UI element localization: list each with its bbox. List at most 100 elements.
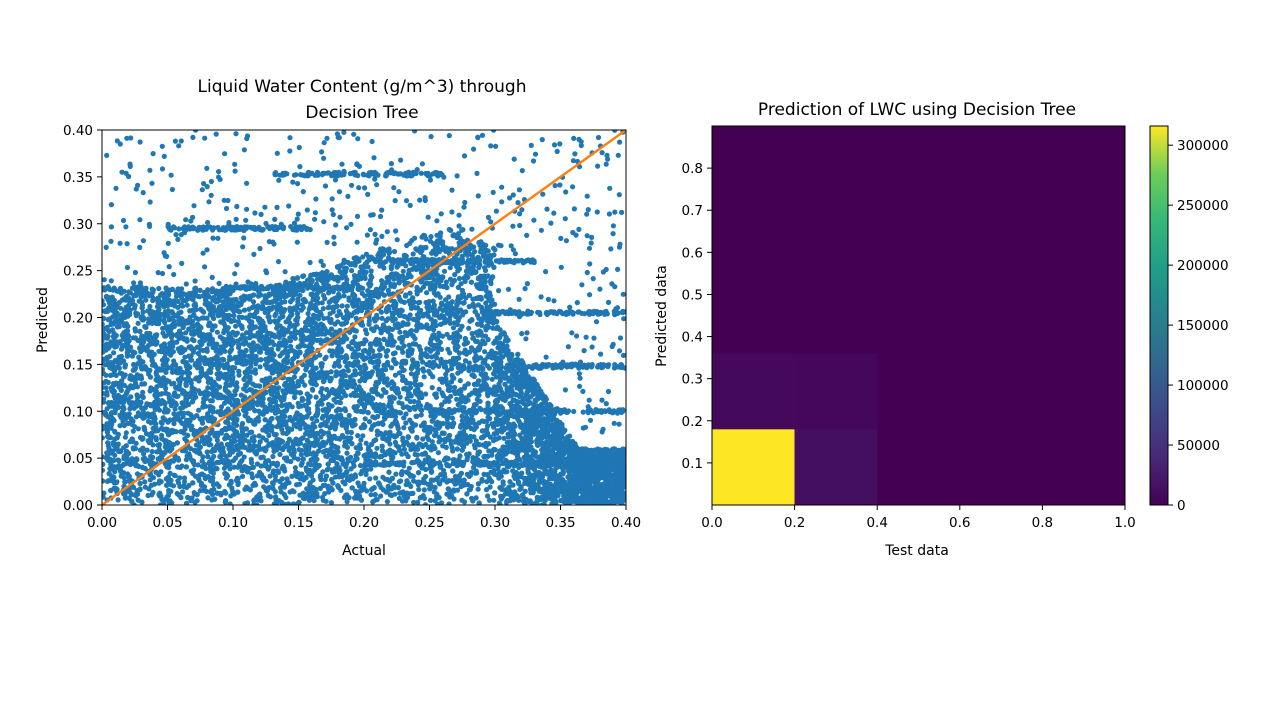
scatter-point [439, 300, 445, 306]
scatter-point [491, 245, 497, 251]
scatter-point [388, 423, 394, 429]
scatter-point [457, 424, 464, 430]
scatter-point [231, 464, 237, 470]
scatter-point [364, 331, 370, 337]
scatter-point [449, 415, 456, 421]
scatter-point [289, 361, 295, 367]
scatter-point [314, 456, 320, 462]
scatter-point [490, 325, 496, 331]
scatter-point [198, 482, 204, 488]
scatter-point [485, 493, 491, 499]
scatter-point [172, 406, 178, 412]
scatter-point [378, 493, 384, 499]
scatter-point [272, 489, 278, 495]
scatter-point [440, 392, 446, 398]
scatter-point [438, 500, 445, 505]
scatter-point [491, 497, 497, 503]
scatter-point [341, 293, 347, 299]
scatter-point [171, 380, 177, 386]
scatter-point [290, 501, 296, 505]
scatter-point [297, 492, 303, 498]
scatter-point [131, 367, 137, 373]
scatter-point [457, 378, 463, 384]
scatter-point [362, 416, 368, 422]
scatter-point [140, 359, 146, 365]
scatter-point [333, 408, 340, 414]
scatter-point [309, 386, 315, 392]
scatter-point [411, 398, 417, 405]
scatter-point [112, 452, 118, 458]
scatter-point [159, 420, 165, 426]
scatter-point [489, 376, 495, 382]
scatter-point [200, 454, 206, 460]
scatter-point [102, 298, 105, 304]
scatter-point [174, 490, 180, 497]
scatter-point [137, 434, 144, 441]
scatter-point [368, 304, 374, 311]
scatter-point [136, 298, 142, 304]
scatter-point [565, 474, 571, 480]
scatter-point [314, 418, 320, 424]
scatter-point [168, 403, 174, 409]
scatter-point [373, 497, 379, 503]
scatter-point [431, 327, 437, 333]
scatter-point [393, 471, 399, 477]
scatter-point [397, 430, 403, 437]
scatter-point [135, 320, 141, 326]
scatter-point [475, 486, 481, 492]
scatter-point [257, 364, 263, 370]
scatter-point [181, 479, 188, 485]
scatter-point [266, 432, 272, 438]
scatter-point [384, 499, 390, 505]
scatter-point [416, 486, 422, 493]
scatter-point [294, 310, 301, 317]
scatter-point [111, 350, 117, 356]
scatter-point [102, 366, 105, 373]
scatter-point [130, 428, 136, 434]
scatter-point [158, 469, 164, 475]
scatter-chart: Liquid Water Content (g/m^3) through Dec… [35, 77, 641, 559]
scatter-point [407, 399, 413, 405]
scatter-point [446, 501, 452, 505]
scatter-point [401, 386, 407, 392]
scatter-point [233, 323, 239, 329]
scatter-point [344, 499, 350, 505]
scatter-point [279, 426, 285, 433]
scatter-point [507, 479, 513, 485]
scatter-point [227, 382, 233, 388]
scatter-point [344, 450, 350, 456]
scatter-point [367, 359, 373, 365]
scatter-point [344, 303, 350, 309]
scatter-point [343, 393, 349, 399]
scatter-point [287, 320, 293, 326]
scatter-point [281, 332, 287, 338]
scatter-point [433, 322, 439, 329]
scatter-point [483, 487, 490, 493]
scatter-point [142, 479, 148, 485]
scatter-point [418, 412, 424, 418]
scatter-point [184, 302, 190, 308]
scatter-point [487, 484, 493, 490]
scatter-point [270, 453, 276, 460]
scatter-point [113, 372, 119, 378]
scatter-point [253, 482, 259, 488]
scatter-point [401, 425, 407, 431]
scatter-point [501, 435, 507, 441]
scatter-point [367, 476, 373, 482]
scatter-points [102, 130, 626, 505]
scatter-point [308, 462, 314, 468]
scatter-point [175, 393, 181, 399]
scatter-point [400, 268, 406, 274]
scatter-point [276, 334, 282, 340]
scatter-point [118, 305, 124, 311]
scatter-point [349, 268, 355, 274]
scatter-point [391, 248, 398, 255]
scatter-point [244, 432, 250, 438]
scatter-point [141, 451, 147, 457]
scatter-point [147, 477, 153, 483]
scatter-point [348, 392, 354, 398]
scatter-point [175, 480, 182, 486]
scatter-point [254, 473, 260, 479]
scatter-point [420, 436, 426, 442]
